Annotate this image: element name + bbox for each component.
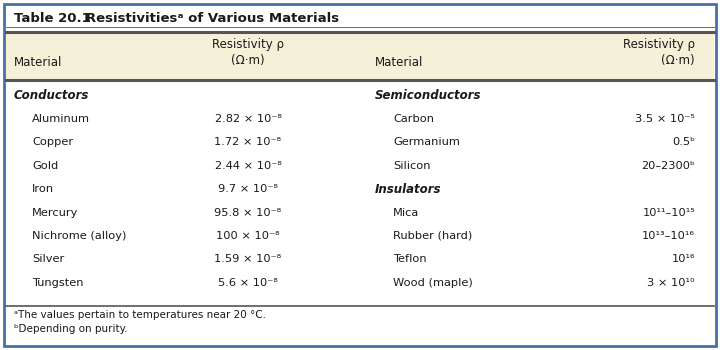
Text: 9.7 × 10⁻⁸: 9.7 × 10⁻⁸ [218,184,278,194]
Text: Material: Material [14,56,63,69]
Text: 5.6 × 10⁻⁸: 5.6 × 10⁻⁸ [218,278,278,288]
Text: Resistivity ρ: Resistivity ρ [623,38,695,51]
Text: 3.5 × 10⁻⁵: 3.5 × 10⁻⁵ [635,114,695,124]
Text: 2.44 × 10⁻⁸: 2.44 × 10⁻⁸ [215,161,282,171]
Text: Silicon: Silicon [393,161,431,171]
Text: Silver: Silver [32,254,64,264]
Text: 20–2300ᵇ: 20–2300ᵇ [641,161,695,171]
Text: Carbon: Carbon [393,114,434,124]
Text: 2.82 × 10⁻⁸: 2.82 × 10⁻⁸ [215,114,282,124]
FancyBboxPatch shape [4,4,716,346]
Text: Mica: Mica [393,208,419,218]
Text: Rubber (hard): Rubber (hard) [393,231,472,241]
Text: 3 × 10¹⁰: 3 × 10¹⁰ [647,278,695,288]
Text: Copper: Copper [32,138,73,147]
Text: Insulators: Insulators [375,183,441,196]
Text: 100 × 10⁻⁸: 100 × 10⁻⁸ [216,231,280,241]
Text: Semiconductors: Semiconductors [375,89,482,102]
Text: Gold: Gold [32,161,58,171]
Text: Material: Material [375,56,423,69]
Text: (Ω·m): (Ω·m) [231,54,265,67]
Text: Teflon: Teflon [393,254,427,264]
Text: 10¹¹–10¹⁵: 10¹¹–10¹⁵ [642,208,695,218]
Text: 95.8 × 10⁻⁸: 95.8 × 10⁻⁸ [215,208,282,218]
Text: Tungsten: Tungsten [32,278,84,288]
Text: (Ω·m): (Ω·m) [662,54,695,67]
Text: 0.5ᵇ: 0.5ᵇ [672,138,695,147]
Text: 1.59 × 10⁻⁸: 1.59 × 10⁻⁸ [215,254,282,264]
Text: Resistivity ρ: Resistivity ρ [212,38,284,51]
Text: Nichrome (alloy): Nichrome (alloy) [32,231,127,241]
Text: Aluminum: Aluminum [32,114,90,124]
Text: Conductors: Conductors [14,89,89,102]
Text: Mercury: Mercury [32,208,78,218]
Text: 10¹⁶: 10¹⁶ [672,254,695,264]
Text: Iron: Iron [32,184,54,194]
Text: Table 20.1: Table 20.1 [14,12,91,25]
Text: 10¹³–10¹⁶: 10¹³–10¹⁶ [642,231,695,241]
Text: Wood (maple): Wood (maple) [393,278,473,288]
Text: 1.72 × 10⁻⁸: 1.72 × 10⁻⁸ [215,138,282,147]
Text: ᵃThe values pertain to temperatures near 20 °C.: ᵃThe values pertain to temperatures near… [14,310,266,320]
Text: Germanium: Germanium [393,138,460,147]
Text: Resistivitiesᵃ of Various Materials: Resistivitiesᵃ of Various Materials [72,12,339,25]
FancyBboxPatch shape [6,32,714,80]
Text: ᵇDepending on purity.: ᵇDepending on purity. [14,324,127,334]
